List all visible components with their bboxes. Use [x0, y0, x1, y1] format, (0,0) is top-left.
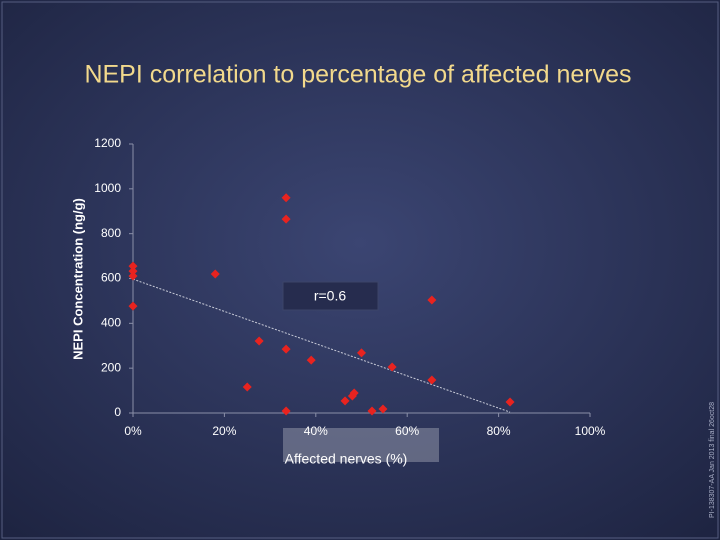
trendline	[132, 278, 511, 413]
point	[254, 336, 264, 346]
point	[281, 193, 291, 203]
y-tick-label: 800	[101, 226, 121, 240]
point	[367, 406, 377, 416]
y-tick-label: 600	[101, 271, 121, 285]
x-tick-label: 0%	[124, 424, 142, 438]
point	[427, 375, 437, 385]
x-tick-label: 100%	[575, 424, 606, 438]
y-tick-label: 400	[101, 316, 121, 330]
point	[378, 404, 388, 414]
point	[281, 406, 291, 416]
y-axis-label: NEPI Concentration (ng/g)	[70, 198, 85, 360]
point	[128, 271, 138, 281]
annotation-box	[282, 281, 379, 311]
point	[340, 396, 350, 406]
point	[281, 344, 291, 354]
annotation: r=0.6	[314, 288, 347, 304]
x-axis-label: Affected nerves (%)	[285, 451, 408, 467]
y-tick-label: 0	[114, 405, 121, 419]
x-tick-label: 60%	[395, 424, 419, 438]
x-tick-label: 80%	[487, 424, 511, 438]
point	[427, 295, 437, 305]
point	[210, 269, 220, 279]
y-tick-label: 1000	[94, 181, 121, 195]
point	[128, 266, 138, 276]
y-tick-label: 1200	[94, 136, 121, 150]
point	[505, 397, 515, 407]
footnote: PI-138307-AA Jan 2013 final 26oct28	[709, 402, 716, 518]
y-tick-label: 200	[101, 360, 121, 374]
xlabel-box	[283, 428, 439, 462]
point	[357, 348, 366, 358]
x-tick-label: 40%	[304, 424, 328, 438]
point	[128, 301, 138, 311]
point	[306, 355, 316, 365]
point	[281, 214, 291, 224]
x-tick-label: 20%	[212, 424, 236, 438]
point	[387, 362, 397, 372]
point	[242, 382, 252, 392]
point	[128, 261, 138, 271]
chart-title: NEPI correlation to percentage of affect…	[84, 61, 631, 89]
point	[347, 391, 357, 401]
